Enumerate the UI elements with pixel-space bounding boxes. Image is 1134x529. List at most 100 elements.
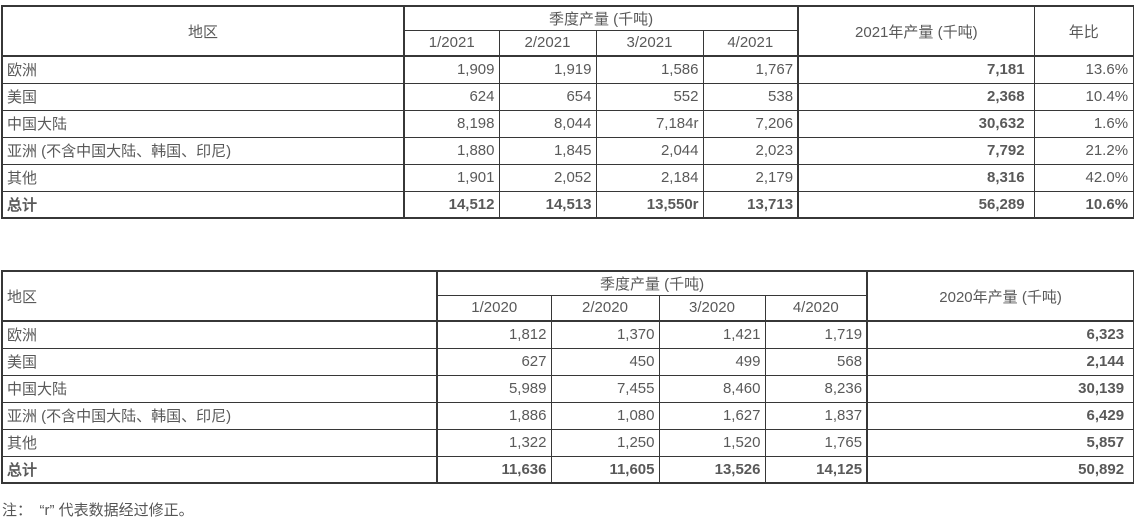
quarter-value-cell: 1,250	[550, 428, 660, 457]
quarter-value-cell: 13,550r	[595, 190, 704, 219]
quarter-value-cell: 7,184r	[595, 109, 704, 138]
quarter-value-cell: 2,023	[702, 136, 799, 165]
quarter-value-cell: 1,919	[498, 55, 597, 84]
region-cell: 中国大陆	[1, 374, 438, 403]
yoy-column-header: 年比	[1033, 5, 1134, 57]
table-subheader-row: 1/2020 2/2020 3/2020 4/2020	[2, 294, 1134, 322]
table-row: 中国大陆 8,198 8,044 7,184r 7,206 30,632 1.6%	[1, 109, 1134, 138]
quarter-value-cell: 627	[436, 347, 552, 376]
region-column-header: 地区	[1, 5, 405, 57]
quarter-value-cell: 1,370	[550, 320, 660, 349]
region-cell: 美国	[1, 82, 405, 111]
quarter-value-cell: 654	[498, 82, 597, 111]
quarter-value-cell: 1,421	[658, 320, 766, 349]
table-row: 总计 14,512 14,513 13,550r 13,713 56,289 10.6%	[1, 190, 1134, 219]
quarter-value-cell: 7,455	[550, 374, 660, 403]
quarter-value-cell: 1,837	[764, 401, 868, 430]
annual-column-header: 2021年产量 (千吨)	[797, 5, 1035, 57]
quarter-group-header: 季度产量 (千吨)	[403, 5, 799, 31]
annual-value-cell: 30,632	[797, 109, 1035, 138]
quarter-value-cell: 552	[595, 82, 704, 111]
quarter-value-cell: 1,845	[498, 136, 597, 165]
quarter-value-cell: 14,512	[403, 190, 500, 219]
quarter-header-q2: 2/2020	[550, 294, 660, 322]
annual-value-cell: 6,323	[866, 320, 1134, 349]
quarter-value-cell: 11,605	[550, 455, 660, 484]
annual-value-cell: 2,144	[866, 347, 1134, 376]
quarter-value-cell: 2,052	[498, 163, 597, 192]
table-row: 其他 1,322 1,250 1,520 1,765 5,857	[1, 428, 1134, 457]
quarter-header-q1: 1/2020	[436, 294, 552, 322]
quarter-value-cell: 1,322	[436, 428, 552, 457]
quarter-value-cell: 1,586	[595, 55, 704, 84]
region-cell: 中国大陆	[1, 109, 405, 138]
table-subheader-row: 1/2021 2/2021 3/2021 4/2021	[2, 29, 1134, 57]
region-cell: 其他	[1, 163, 405, 192]
quarter-value-cell: 1,520	[658, 428, 766, 457]
yoy-value-cell: 42.0%	[1033, 163, 1134, 192]
annual-value-cell: 2,368	[797, 82, 1035, 111]
table-row: 中国大陆 5,989 7,455 8,460 8,236 30,139	[1, 374, 1134, 403]
quarter-value-cell: 538	[702, 82, 799, 111]
annual-value-cell: 7,792	[797, 136, 1035, 165]
quarter-value-cell: 1,080	[550, 401, 660, 430]
table-row: 总计 11,636 11,605 13,526 14,125 50,892	[1, 455, 1134, 484]
yoy-value-cell: 1.6%	[1033, 109, 1134, 138]
quarter-value-cell: 1,765	[764, 428, 868, 457]
quarter-value-cell: 13,713	[702, 190, 799, 219]
quarter-header-q3: 3/2021	[595, 29, 704, 57]
annual-value-cell: 6,429	[866, 401, 1134, 430]
quarter-value-cell: 499	[658, 347, 766, 376]
region-cell: 美国	[1, 347, 438, 376]
region-cell: 其他	[1, 428, 438, 457]
quarter-value-cell: 450	[550, 347, 660, 376]
table-row: 美国 624 654 552 538 2,368 10.4%	[1, 82, 1134, 111]
table-header-row: 地区 季度产量 (千吨) 2020年产量 (千吨)	[1, 270, 1134, 322]
quarter-value-cell: 568	[764, 347, 868, 376]
annual-value-cell: 56,289	[797, 190, 1035, 219]
region-cell: 总计	[1, 455, 438, 484]
region-cell: 亚洲 (不含中国大陆、韩国、印尼)	[1, 401, 438, 430]
yoy-value-cell: 21.2%	[1033, 136, 1134, 165]
quarter-header-q3: 3/2020	[658, 294, 766, 322]
quarter-value-cell: 1,909	[403, 55, 500, 84]
quarter-value-cell: 2,184	[595, 163, 704, 192]
quarter-value-cell: 13,526	[658, 455, 766, 484]
table-row: 欧洲 1,812 1,370 1,421 1,719 6,323	[1, 320, 1134, 349]
quarter-value-cell: 8,460	[658, 374, 766, 403]
annual-value-cell: 8,316	[797, 163, 1035, 192]
region-cell: 亚洲 (不含中国大陆、韩国、印尼)	[1, 136, 405, 165]
table-row: 亚洲 (不含中国大陆、韩国、印尼) 1,880 1,845 2,044 2,023 7,7…	[1, 136, 1134, 165]
quarter-value-cell: 1,812	[436, 320, 552, 349]
annual-value-cell: 50,892	[866, 455, 1134, 484]
quarter-value-cell: 1,767	[702, 55, 799, 84]
yoy-value-cell: 10.6%	[1033, 190, 1134, 219]
quarter-value-cell: 624	[403, 82, 500, 111]
region-cell: 总计	[1, 190, 405, 219]
quarter-header-q4: 4/2021	[702, 29, 799, 57]
region-cell: 欧洲	[1, 55, 405, 84]
yoy-value-cell: 10.4%	[1033, 82, 1134, 111]
quarter-value-cell: 1,901	[403, 163, 500, 192]
table-row: 其他 1,901 2,052 2,184 2,179 8,316 42.0%	[1, 163, 1134, 192]
quarter-value-cell: 1,880	[403, 136, 500, 165]
quarter-value-cell: 14,513	[498, 190, 597, 219]
production-table-2021: 地区 季度产量 (千吨) 2021年产量 (千吨) 年比 1/2021 2/20…	[1, 5, 1134, 219]
region-cell: 欧洲	[1, 320, 438, 349]
quarter-value-cell: 11,636	[436, 455, 552, 484]
table-row: 美国 627 450 499 568 2,144	[1, 347, 1134, 376]
yoy-value-cell: 13.6%	[1033, 55, 1134, 84]
quarter-value-cell: 7,206	[702, 109, 799, 138]
quarter-value-cell: 2,044	[595, 136, 704, 165]
quarter-header-q1: 1/2021	[403, 29, 500, 57]
revision-note: 注： “r” 代表数据经过修正。	[2, 502, 194, 519]
annual-value-cell: 7,181	[797, 55, 1035, 84]
region-column-header: 地区	[1, 270, 438, 322]
quarter-value-cell: 14,125	[764, 455, 868, 484]
quarter-value-cell: 2,179	[702, 163, 799, 192]
table-header-row: 地区 季度产量 (千吨) 2021年产量 (千吨) 年比	[1, 5, 1134, 57]
quarter-value-cell: 8,236	[764, 374, 868, 403]
quarter-value-cell: 5,989	[436, 374, 552, 403]
quarter-value-cell: 1,886	[436, 401, 552, 430]
